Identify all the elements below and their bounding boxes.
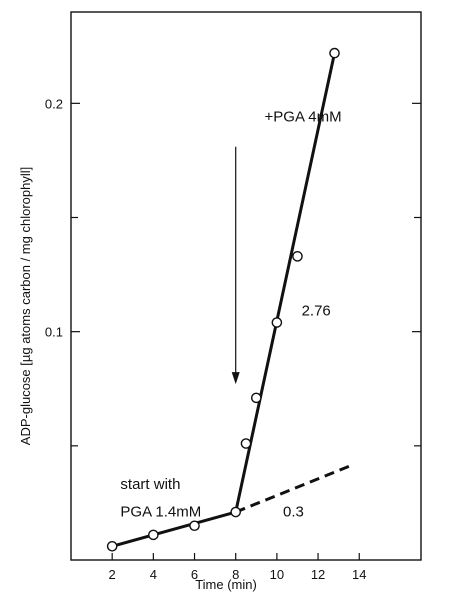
data-point: [230, 506, 242, 518]
arrow-head: [231, 372, 240, 385]
annotation-label: 2.76: [302, 303, 331, 320]
data-point: [250, 392, 262, 404]
data-point: [329, 47, 340, 59]
x-tick-label: 10: [270, 567, 284, 582]
annotation-label: PGA 1.4mM: [120, 504, 201, 521]
y-tick-label: 0.2: [45, 96, 63, 111]
annotation-label: +PGA 4mM: [265, 109, 342, 126]
axis-ticks: 2 4 6 8 10 12 14 0.1 0.2: [45, 96, 421, 582]
y-axis-title: ADP-glucose [µg atoms carbon / mg chloro…: [18, 167, 33, 445]
x-tick-label: 6: [191, 567, 198, 582]
annotation-label: start with: [120, 476, 180, 493]
x-tick-label: 14: [352, 567, 366, 582]
series-line-2: [234, 52, 336, 513]
plot-frame: [70, 11, 422, 561]
x-tick-label: 8: [232, 567, 239, 582]
data-points: [106, 47, 340, 552]
annotations: +PGA 4mM 2.76 0.3 start with PGA 1.4mM: [120, 109, 341, 521]
x-tick-label: 12: [311, 567, 325, 582]
annotation-label: 0.3: [283, 504, 304, 521]
y-tick-label: 0.1: [45, 325, 63, 340]
data-point: [240, 438, 252, 449]
data-point: [189, 520, 200, 532]
data-point: [271, 317, 283, 328]
x-tick-label: 4: [150, 567, 157, 582]
x-axis-title: Time (min): [195, 577, 257, 592]
series-line-1: [111, 510, 237, 548]
data-series: [111, 52, 350, 548]
axis-titles: Time (min) ADP-glucose [µg atoms carbon /…: [18, 167, 257, 592]
plot-border: [70, 11, 422, 561]
data-point: [292, 251, 303, 262]
data-point: [106, 541, 118, 552]
extrapolated-line: [235, 464, 350, 514]
data-point: [148, 529, 159, 541]
x-tick-label: 2: [109, 567, 116, 582]
